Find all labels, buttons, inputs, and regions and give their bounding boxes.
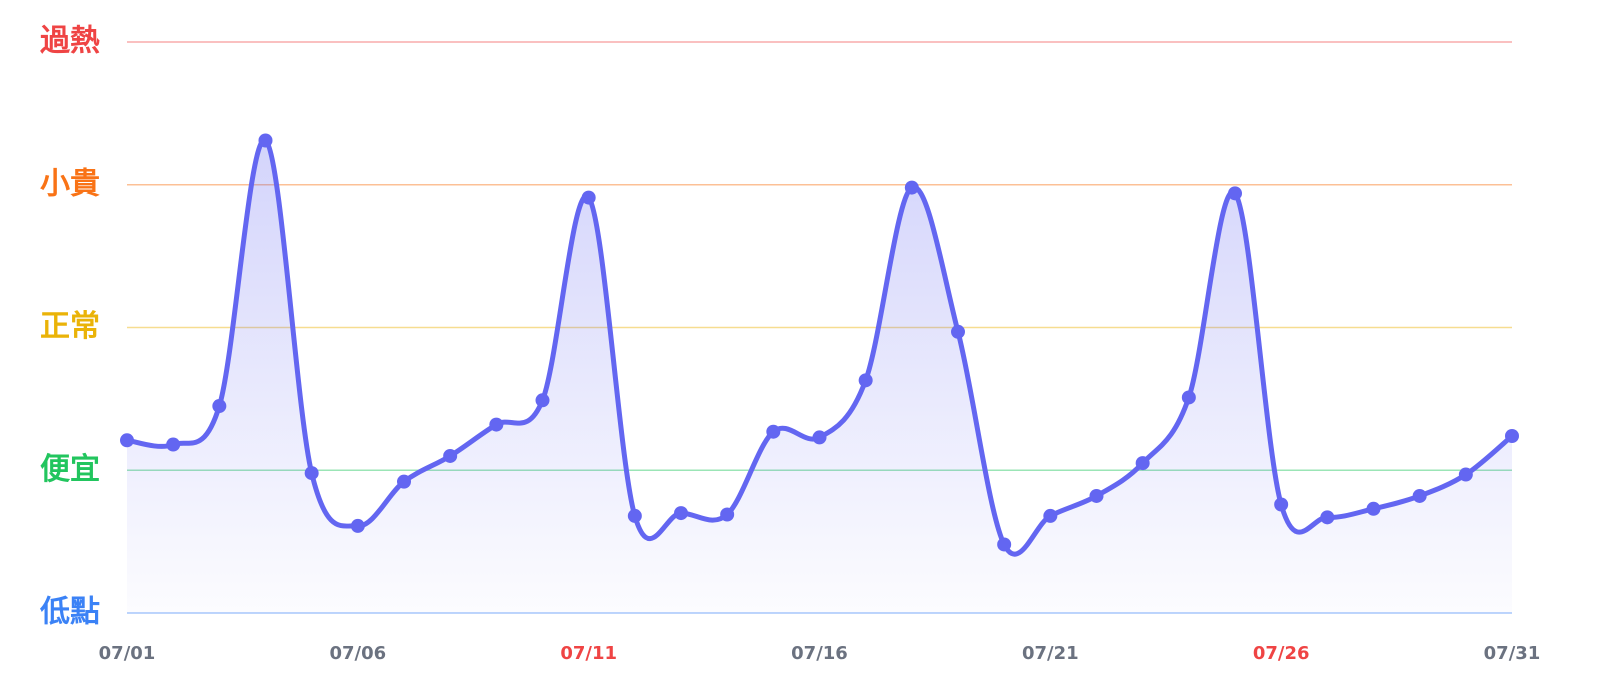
point (858, 373, 873, 388)
point (720, 507, 735, 522)
area (127, 140, 1512, 613)
point (997, 537, 1012, 552)
point (674, 506, 688, 521)
point (904, 180, 919, 195)
point (258, 133, 273, 148)
y-tick-label: 正常 (40, 309, 100, 344)
point (1043, 508, 1058, 523)
point (1228, 186, 1242, 201)
point (1181, 390, 1196, 405)
point (1412, 488, 1427, 503)
x-tick-label: 07/01 (99, 643, 156, 664)
x-tick-label: 07/26 (1253, 643, 1310, 664)
point (535, 393, 550, 408)
point (627, 508, 642, 523)
y-tick-label: 低點 (39, 595, 100, 630)
point (212, 399, 227, 414)
point (443, 448, 458, 463)
x-tick-label: 07/21 (1022, 643, 1079, 664)
x-tick-label: 07/06 (329, 643, 386, 664)
point (951, 324, 965, 339)
point (1458, 467, 1473, 482)
y-tick-label: 小貴 (40, 166, 100, 201)
point (397, 474, 411, 489)
line (126, 137, 1514, 557)
point (1505, 428, 1519, 443)
x-tick-label: 07/11 (560, 643, 617, 664)
point (304, 466, 319, 481)
y-tick-label: 過熱 (40, 24, 100, 59)
point (1274, 497, 1289, 512)
point (166, 437, 181, 452)
point (812, 430, 827, 445)
point (581, 190, 596, 205)
point (489, 417, 504, 432)
point (1089, 488, 1104, 503)
point (766, 424, 781, 439)
point (1366, 501, 1381, 516)
point (120, 433, 134, 448)
point (1320, 510, 1335, 525)
x-tick-label: 07/16 (791, 643, 848, 664)
point (1135, 456, 1150, 471)
point (350, 518, 365, 533)
x-tick-label: 07/31 (1484, 643, 1541, 664)
y-tick-label: 便宜 (40, 452, 100, 487)
